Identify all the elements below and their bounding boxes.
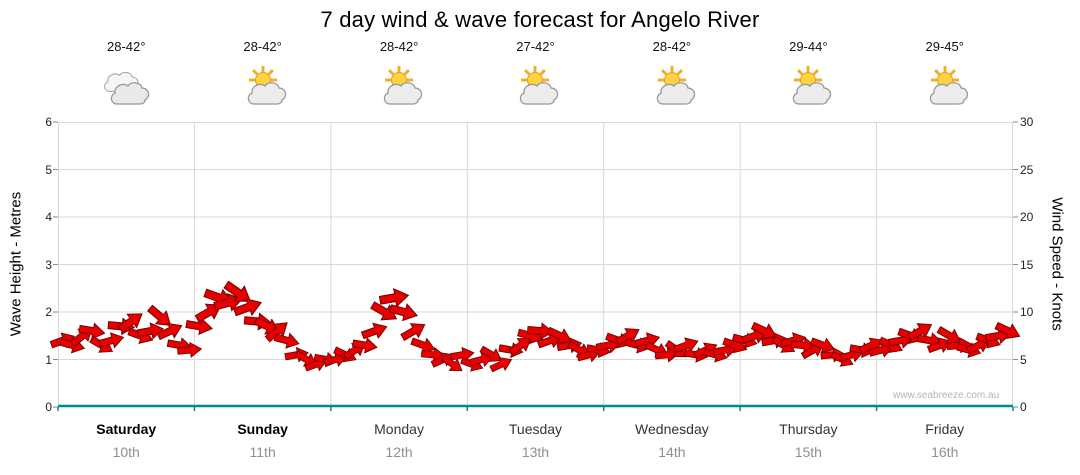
wind-arrow	[78, 322, 106, 340]
wave-axis-tick-label: 1	[45, 352, 52, 367]
partly-cloudy-icon	[782, 66, 834, 110]
wind-arrow	[185, 317, 213, 336]
wind-arrow	[479, 345, 503, 362]
day-header: 28-42°	[604, 40, 740, 118]
day-header-row: 28-42° 28-42° 28-42° 27-42° 28-42° 29-44…	[58, 40, 1013, 118]
day-name-label: Thursday	[779, 421, 838, 437]
wind-arrow	[213, 293, 244, 312]
wind-arrow	[449, 346, 475, 363]
day-name-label: Saturday	[96, 421, 157, 437]
wave-height-axis-label: Wave Height - Metres	[7, 191, 25, 337]
day-header: 29-44°	[740, 40, 876, 118]
wind-axis-tick-label: 5	[1020, 352, 1027, 367]
wind-axis-tick-label: 0	[1020, 400, 1027, 414]
day-name-label: Wednesday	[635, 421, 709, 437]
temperature-range: 27-42°	[516, 39, 555, 54]
wind-arrow	[370, 301, 398, 321]
day-name-row: Saturday Sunday Monday Tuesday Wednesday Thur…	[58, 421, 1013, 437]
page-title: 7 day wind & wave forecast for Angelo Ri…	[320, 7, 760, 32]
wind-axis-tick-label: 10	[1020, 305, 1034, 319]
wind-arrow	[232, 298, 262, 317]
day-name-label: Tuesday	[508, 421, 563, 437]
wind-arrow-chart	[49, 121, 1021, 411]
day-date-label: 13th	[521, 444, 550, 460]
day-header: 28-42°	[58, 40, 194, 118]
wind-arrow	[400, 323, 426, 342]
wind-arrow	[441, 354, 463, 372]
wind-arrow	[351, 337, 378, 354]
temperature-range: 29-44°	[789, 39, 828, 54]
partly-cloudy-icon	[509, 66, 561, 110]
wind-arrow	[673, 337, 699, 354]
wind-speed-axis-label: Wind Speed - Knots	[1048, 197, 1066, 331]
wind-arrow	[750, 321, 777, 340]
wave-axis-tick-label: 3	[45, 257, 52, 272]
wind-arrow	[177, 341, 203, 359]
wave-axis-tick-label: 2	[45, 305, 52, 319]
wind-arrow	[146, 304, 172, 327]
day-name-label: Monday	[374, 421, 424, 437]
watermark: www.seabreeze.com.au	[893, 390, 1000, 401]
wind-arrow	[98, 332, 125, 349]
temperature-range: 28-42°	[652, 39, 692, 54]
day-name-label: Sunday	[237, 421, 288, 437]
wind-axis-tick-label: 25	[1020, 162, 1034, 177]
wind-arrow	[360, 322, 388, 340]
partly-cloudy-icon	[237, 66, 289, 110]
wind-arrow	[634, 332, 661, 349]
day-date-label: 10th	[112, 444, 140, 460]
wind-arrow	[508, 337, 532, 356]
temperature-range: 28-42°	[379, 39, 419, 54]
wind-arrow	[994, 321, 1021, 340]
day-header: 28-42°	[331, 40, 467, 118]
wave-axis-tick-label: 0	[45, 400, 52, 414]
wind-arrow	[223, 280, 252, 302]
wind-axis-tick-label: 20	[1020, 210, 1034, 224]
temperature-range: 29-45°	[925, 39, 964, 54]
partly-cloudy-icon	[373, 66, 425, 110]
day-date-label: 14th	[658, 444, 686, 460]
wave-axis-tick-label: 5	[45, 162, 52, 177]
day-date-label: 15th	[794, 444, 822, 460]
partly-cloudy-icon	[646, 66, 698, 110]
temperature-range: 28-42°	[243, 39, 282, 54]
day-date-label: 12th	[385, 444, 413, 460]
wind-arrow	[389, 303, 418, 322]
wind-arrow	[489, 357, 513, 373]
cloudy-icon	[100, 66, 152, 110]
wind-arrow	[378, 288, 410, 308]
wind-arrow	[526, 322, 554, 340]
wind-axis-tick-label: 30	[1020, 115, 1034, 129]
day-header: 27-42°	[467, 40, 603, 118]
wind-arrow	[117, 313, 143, 333]
day-header: 29-45°	[877, 40, 1013, 118]
day-header: 28-42°	[194, 40, 330, 118]
wind-arrow	[546, 326, 572, 344]
wind-arrow	[156, 322, 183, 341]
wind-axis-tick-label: 15	[1020, 257, 1034, 272]
day-date-label: 11th	[249, 444, 276, 460]
wind-arrow	[264, 322, 288, 343]
wave-axis-tick-label: 6	[45, 115, 52, 129]
day-date-row: 10th 11th 12th 13th 14th 15th 16th	[58, 444, 1013, 460]
plot-area	[49, 121, 1021, 411]
day-name-label: Friday	[925, 421, 965, 437]
wind-arrow	[273, 332, 300, 349]
wind-arrow	[194, 303, 222, 323]
wind-arrow	[809, 337, 836, 354]
wave-axis-tick-label: 4	[45, 210, 52, 224]
partly-cloudy-icon	[919, 66, 971, 110]
day-date-label: 16th	[931, 444, 959, 460]
temperature-range: 28-42°	[106, 39, 146, 54]
